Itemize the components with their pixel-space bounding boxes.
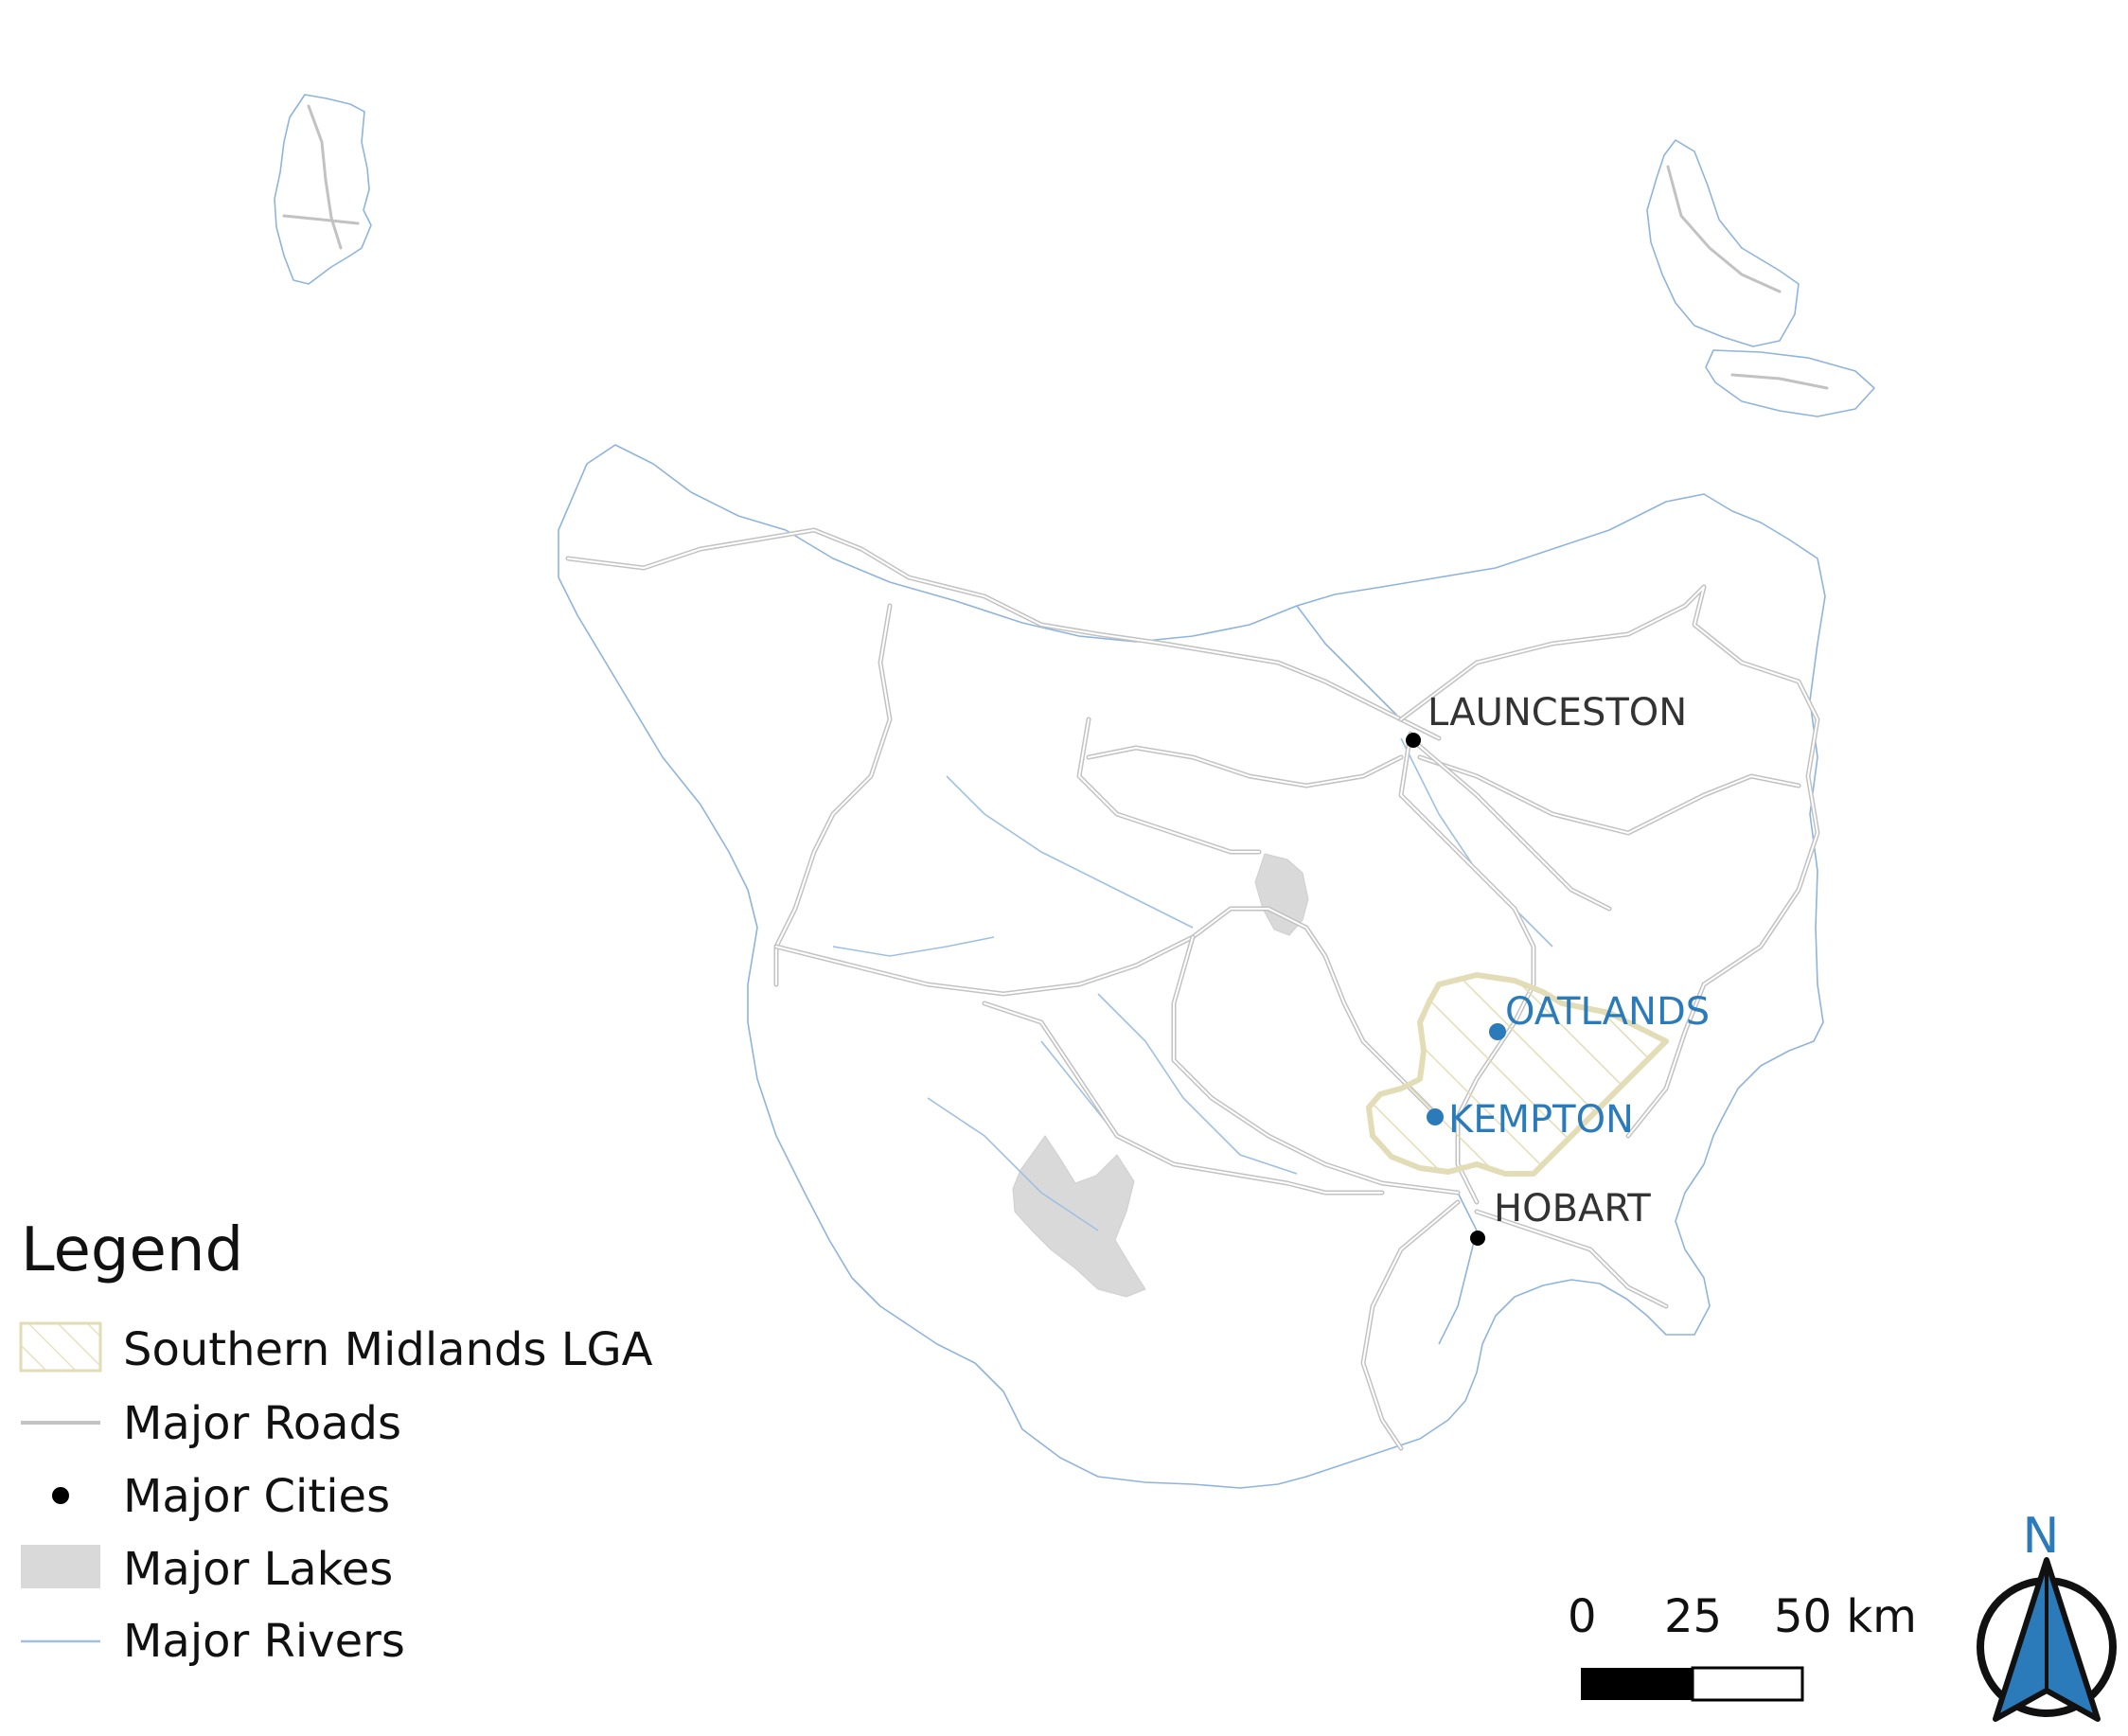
great-lake [1254, 853, 1309, 936]
tasmania-coast [558, 444, 1826, 1489]
hobart-label: HOBART [1494, 1187, 1651, 1231]
flinders-island-coast [1646, 139, 1800, 347]
scale-label-25: 25 [1664, 1590, 1722, 1643]
legend-title: Legend [21, 1215, 243, 1285]
legend-label-cities: Major Cities [123, 1470, 390, 1523]
scale-bar: 0 25 50 km [1568, 1590, 1917, 1702]
river-5 [927, 1097, 1099, 1231]
lake-pedder [1012, 1135, 1146, 1298]
legend-swatch-cities [52, 1487, 69, 1504]
legend-label-roads: Major Roads [123, 1397, 401, 1450]
legend-label-lakes: Major Lakes [123, 1543, 393, 1596]
oatlands-label: OATLANDS [1505, 990, 1710, 1034]
north-arrow-label: N [2023, 1508, 2060, 1565]
derwent-estuary [1438, 1192, 1478, 1345]
river-3 [1097, 993, 1298, 1175]
launceston-label: LAUNCESTON [1428, 691, 1687, 735]
legend-swatch-lga [19, 1321, 102, 1373]
legend-swatch-lakes [21, 1545, 100, 1588]
oatlands-marker[interactable] [1489, 1023, 1506, 1040]
river-2 [832, 936, 995, 957]
flinders-island-road [1666, 165, 1782, 293]
legend-label-lga: Southern Midlands LGA [123, 1323, 653, 1376]
cape-barren-island-coast [1705, 349, 1875, 417]
scale-label-0: 0 [1568, 1590, 1597, 1643]
scale-segment-white [1691, 1666, 1804, 1702]
hobart-marker[interactable] [1470, 1231, 1485, 1246]
river-4 [1400, 737, 1553, 948]
cape-barren-road [1730, 373, 1829, 390]
scale-segment-black [1581, 1668, 1693, 1700]
river-1 [946, 775, 1194, 929]
southern-midlands-lga[interactable] [1366, 972, 1669, 1177]
tamar-estuary [1296, 605, 1402, 720]
kempton-label: KEMPTON [1448, 1098, 1634, 1142]
launceston-marker[interactable] [1406, 733, 1421, 748]
king-island-coast [274, 94, 372, 285]
roads [565, 527, 1820, 1451]
king-island-road [282, 104, 360, 250]
north-arrow: N [1977, 1508, 2117, 1722]
legend: Legend Southern Midlands LGA Major Roads… [19, 1215, 653, 1668]
legend-label-rivers: Major Rivers [123, 1615, 405, 1668]
kempton-marker[interactable] [1427, 1108, 1444, 1125]
scale-label-50: 50 km [1774, 1590, 1917, 1643]
